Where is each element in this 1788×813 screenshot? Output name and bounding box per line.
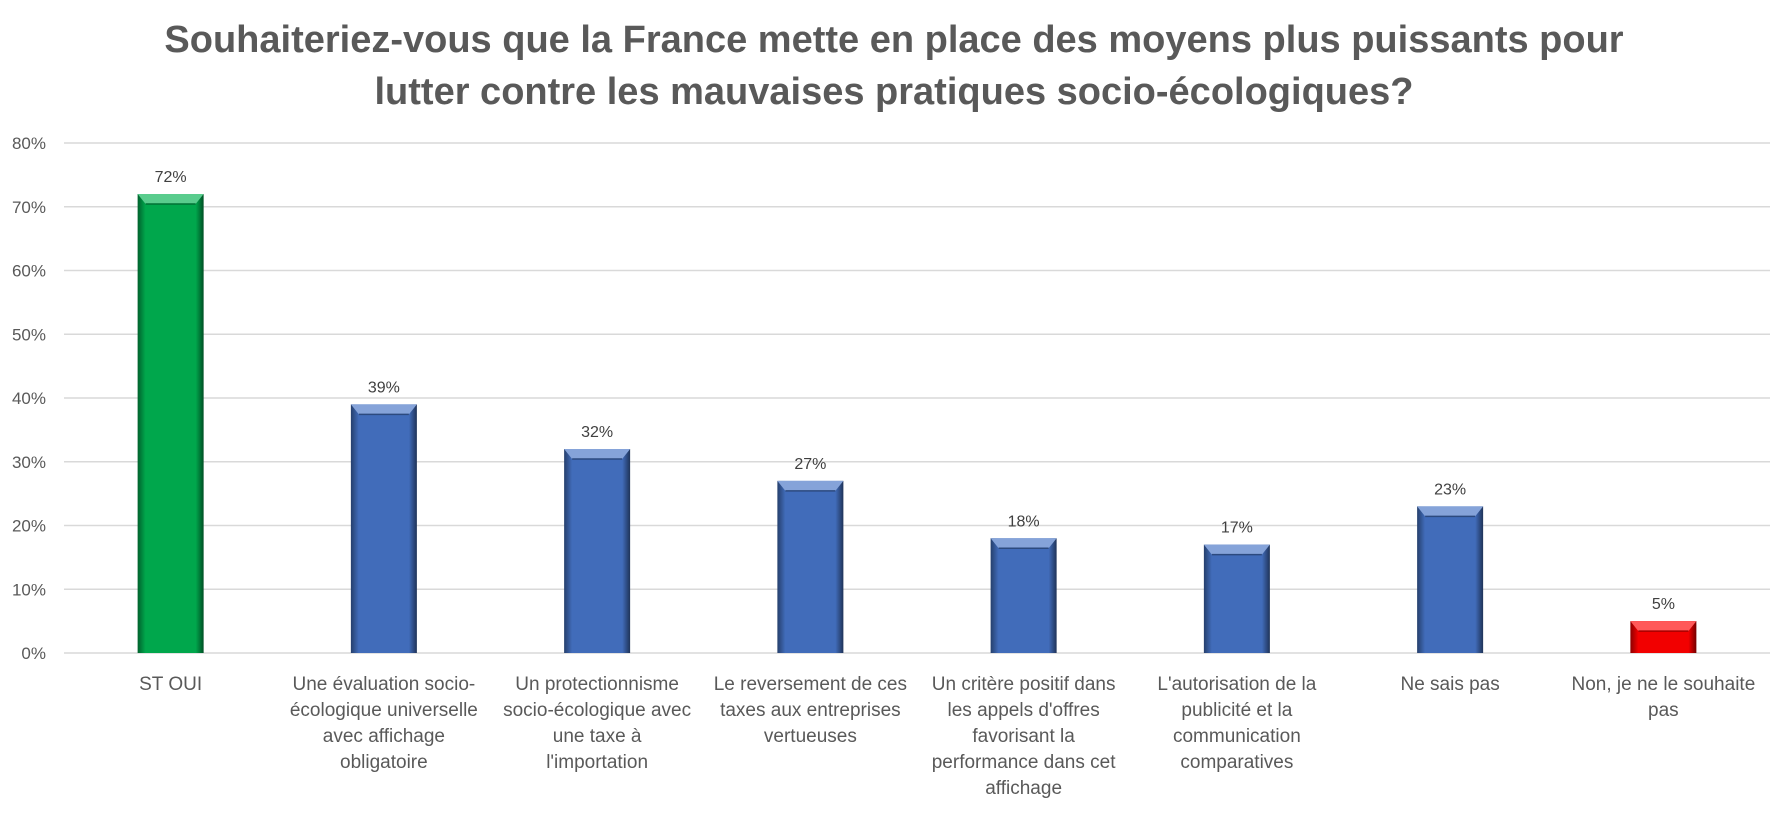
- chart-title: Souhaiteriez-vous que la France mette en…: [0, 14, 1788, 118]
- bar-body: [990, 538, 1057, 653]
- bar-bevel: [1630, 621, 1697, 632]
- bar-bevel: [564, 449, 631, 459]
- bar-bevel: [990, 538, 1057, 549]
- x-tick-label: Le reversement de ces: [714, 674, 907, 695]
- x-tick-label: avec affichage: [323, 726, 445, 747]
- bar: [350, 404, 417, 653]
- x-tick-label: pas: [1648, 700, 1679, 721]
- bar-body: [350, 404, 417, 653]
- bar-bevel: [1203, 544, 1270, 555]
- y-tick-label: 40%: [12, 389, 46, 408]
- y-tick-label: 30%: [12, 453, 46, 472]
- x-tick-label: ST OUI: [139, 674, 202, 695]
- x-tick-label: une taxe à: [553, 726, 642, 747]
- data-label: 32%: [581, 424, 613, 441]
- y-tick-label: 10%: [12, 580, 46, 599]
- bar-body: [777, 480, 844, 653]
- data-label: 72%: [155, 169, 187, 186]
- chart-title-line-1: Souhaiteriez-vous que la France mette en…: [164, 19, 1624, 61]
- data-label: 18%: [1008, 513, 1040, 530]
- x-tick-label: performance dans cet: [932, 752, 1116, 773]
- bar: [137, 194, 204, 653]
- x-tick-label: publicité et la: [1181, 700, 1292, 721]
- y-tick-label: 0%: [21, 644, 46, 663]
- x-tick-label: les appels d'offres: [948, 700, 1100, 721]
- bar-body: [1417, 506, 1484, 653]
- x-tick-label: obligatoire: [340, 752, 428, 773]
- x-tick-label: écologique universelle: [290, 700, 478, 721]
- bar-body: [564, 449, 631, 653]
- chart-title-line-2: lutter contre les mauvaises pratiques so…: [374, 71, 1414, 113]
- x-tick-label: L'autorisation de la: [1157, 674, 1316, 695]
- bar: [564, 449, 631, 653]
- x-tick-label: Un protectionnisme: [515, 674, 679, 695]
- x-tick-label: comparatives: [1180, 752, 1293, 773]
- x-tick-label: Non, je ne le souhaite: [1571, 674, 1755, 695]
- x-tick-label: taxes aux entreprises: [720, 700, 901, 721]
- x-tick-label: Une évaluation socio-: [293, 674, 476, 695]
- bar: [990, 538, 1057, 653]
- data-label: 5%: [1652, 596, 1675, 613]
- x-tick-label: communication: [1173, 726, 1301, 747]
- bar: [1630, 621, 1697, 653]
- data-label: 17%: [1221, 520, 1253, 537]
- y-tick-label: 70%: [12, 198, 46, 217]
- bar: [1203, 544, 1270, 653]
- bar-body: [137, 194, 204, 653]
- bar-bevel: [350, 404, 417, 415]
- x-tick-label: vertueuses: [764, 726, 857, 747]
- y-tick-label: 60%: [12, 262, 46, 281]
- bar-bevel: [137, 194, 204, 204]
- y-tick-label: 80%: [12, 134, 46, 153]
- data-label: 27%: [794, 456, 826, 473]
- x-tick-label: socio-écologique avec: [503, 700, 691, 721]
- y-tick-label: 50%: [12, 325, 46, 344]
- bar-bevel: [777, 480, 844, 491]
- x-tick-label: affichage: [985, 778, 1062, 799]
- bar: [1417, 506, 1484, 653]
- data-label: 23%: [1434, 481, 1466, 498]
- bar-bevel: [1417, 506, 1484, 517]
- x-tick-label: Un critère positif dans: [932, 674, 1116, 695]
- x-tick-label: Ne sais pas: [1400, 674, 1499, 695]
- data-label: 39%: [368, 379, 400, 396]
- x-tick-label: l'importation: [546, 752, 648, 773]
- y-tick-label: 20%: [12, 517, 46, 536]
- bar-body: [1203, 544, 1270, 653]
- bar: [777, 480, 844, 653]
- x-tick-label: favorisant la: [972, 726, 1075, 747]
